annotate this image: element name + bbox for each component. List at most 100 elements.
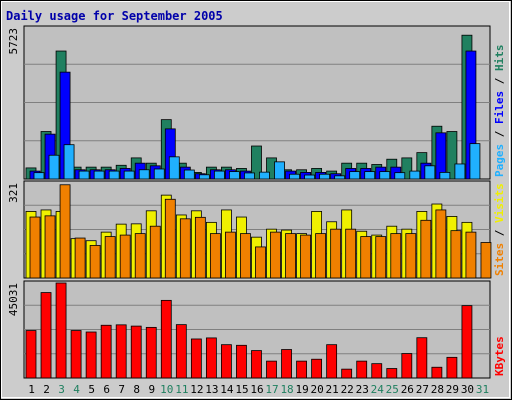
day-label-21: 21: [326, 383, 339, 396]
bar-kbytes-day-27: [416, 337, 428, 379]
day-label-25: 25: [386, 383, 399, 396]
bar-sites-day-15: [240, 233, 251, 279]
bar-kbytes-day-19: [296, 360, 307, 379]
bar-pages-day-26: [409, 170, 421, 180]
axis-max-label: 45031: [7, 283, 20, 316]
bar-pages-day-15: [244, 172, 255, 180]
bar-sites-day-30: [465, 231, 477, 279]
bar-sites-day-11: [179, 218, 191, 279]
bar-pages-day-23: [364, 171, 376, 180]
legend-entry-kbytes: KBytes: [493, 336, 506, 376]
bar-sites-day-20: [315, 233, 327, 279]
day-label-10: 10: [160, 383, 173, 396]
legend-entry-files: Files: [493, 91, 506, 124]
day-label-12: 12: [190, 383, 203, 396]
bar-pages-day-9: [153, 168, 165, 180]
day-label-22: 22: [341, 383, 354, 396]
bar-pages-day-16: [259, 171, 270, 180]
day-label-30: 30: [461, 383, 474, 396]
bar-pages-day-28: [439, 172, 451, 180]
bar-kbytes-day-24: [371, 363, 383, 379]
bar-kbytes-day-15: [236, 344, 247, 379]
bar-kbytes-day-14: [221, 344, 232, 379]
bar-sites-day-9: [149, 225, 161, 279]
bar-pages-day-14: [229, 171, 240, 180]
legend-separator: /: [493, 124, 506, 144]
bar-kbytes-day-5: [85, 331, 97, 379]
bar-pages-day-29: [454, 163, 466, 180]
bar-pages-day-20: [319, 173, 331, 180]
day-label-29: 29: [446, 383, 459, 396]
day-label-2: 2: [43, 383, 50, 396]
panel-bottom: 45031 KBytes: [7, 280, 506, 379]
bar-pages-day-22: [349, 171, 361, 180]
bar-kbytes-day-21: [326, 344, 338, 379]
bar-kbytes-day-8: [130, 325, 142, 379]
bar-sites-day-22: [345, 228, 357, 279]
day-label-28: 28: [431, 383, 444, 396]
bar-sites-day-24: [375, 236, 387, 279]
bar-sites-day-16: [255, 246, 266, 279]
bar-pages-day-10: [168, 156, 180, 180]
bar-pages-day-3: [63, 144, 75, 180]
bar-sites-day-26: [405, 233, 417, 279]
panel-top: 5723 Pages / Files / Hits: [7, 25, 506, 180]
bar-pages-day-25: [394, 172, 406, 180]
day-label-17: 17: [265, 383, 278, 396]
bar-hits-day-16: [251, 145, 262, 180]
day-label-15: 15: [235, 383, 248, 396]
bar-sites-day-10: [164, 198, 176, 279]
bar-sites-day-7: [119, 234, 131, 279]
bar-kbytes-day-7: [115, 324, 127, 379]
axis-max-label: 321: [7, 183, 20, 203]
bar-kbytes-day-10: [160, 299, 172, 379]
bar-kbytes-day-23: [356, 360, 368, 379]
bar-kbytes-day-13: [205, 337, 217, 379]
bar-pages-day-24: [379, 171, 391, 180]
bar-sites-day-8: [134, 233, 146, 279]
day-label-5: 5: [88, 383, 95, 396]
day-label-6: 6: [103, 383, 110, 396]
day-label-9: 9: [148, 383, 155, 396]
bar-sites-day-1: [29, 216, 41, 279]
bar-pages-day-18: [289, 173, 300, 180]
bar-kbytes-day-12: [190, 338, 202, 379]
bar-kbytes-day-3: [55, 282, 67, 379]
bar-hits-day-26: [401, 157, 413, 180]
bar-kbytes-day-18: [281, 349, 292, 379]
day-label-14: 14: [220, 383, 234, 396]
bar-kbytes-day-4: [70, 330, 82, 379]
bar-sites-day-28: [435, 209, 447, 279]
bar-pages-day-5: [93, 170, 105, 180]
day-label-11: 11: [175, 383, 188, 396]
bar-kbytes-day-29: [446, 356, 458, 379]
bar-kbytes-day-20: [311, 358, 323, 379]
legend-entry-pages: Pages: [493, 144, 506, 177]
bar-kbytes-day-9: [145, 326, 157, 379]
day-label-18: 18: [280, 383, 293, 396]
bar-pages-day-4: [78, 170, 90, 180]
day-label-16: 16: [250, 383, 263, 396]
day-label-1: 1: [28, 383, 35, 396]
bar-sites-day-18: [285, 233, 296, 279]
day-label-24: 24: [371, 383, 385, 396]
legend-entry-hits: Hits: [493, 45, 506, 72]
day-label-4: 4: [73, 383, 80, 396]
bar-pages-day-1: [33, 172, 45, 180]
legend-separator: /: [493, 223, 506, 243]
bar-sites-day-27: [420, 219, 432, 279]
bar-kbytes-day-11: [175, 324, 187, 379]
bar-sites-day-31: [480, 242, 492, 279]
legend-entry-visits: Visits: [493, 183, 506, 223]
bar-sites-day-5: [89, 245, 101, 279]
bar-pages-day-7: [123, 170, 135, 180]
bar-sites-day-25: [390, 233, 402, 279]
bar-pages-day-21: [334, 175, 346, 180]
bar-sites-day-2: [44, 215, 56, 279]
bar-pages-day-13: [213, 170, 225, 180]
bar-sites-day-6: [104, 236, 116, 279]
day-label-19: 19: [295, 383, 308, 396]
bar-pages-day-6: [108, 170, 120, 180]
day-label-27: 27: [416, 383, 429, 396]
